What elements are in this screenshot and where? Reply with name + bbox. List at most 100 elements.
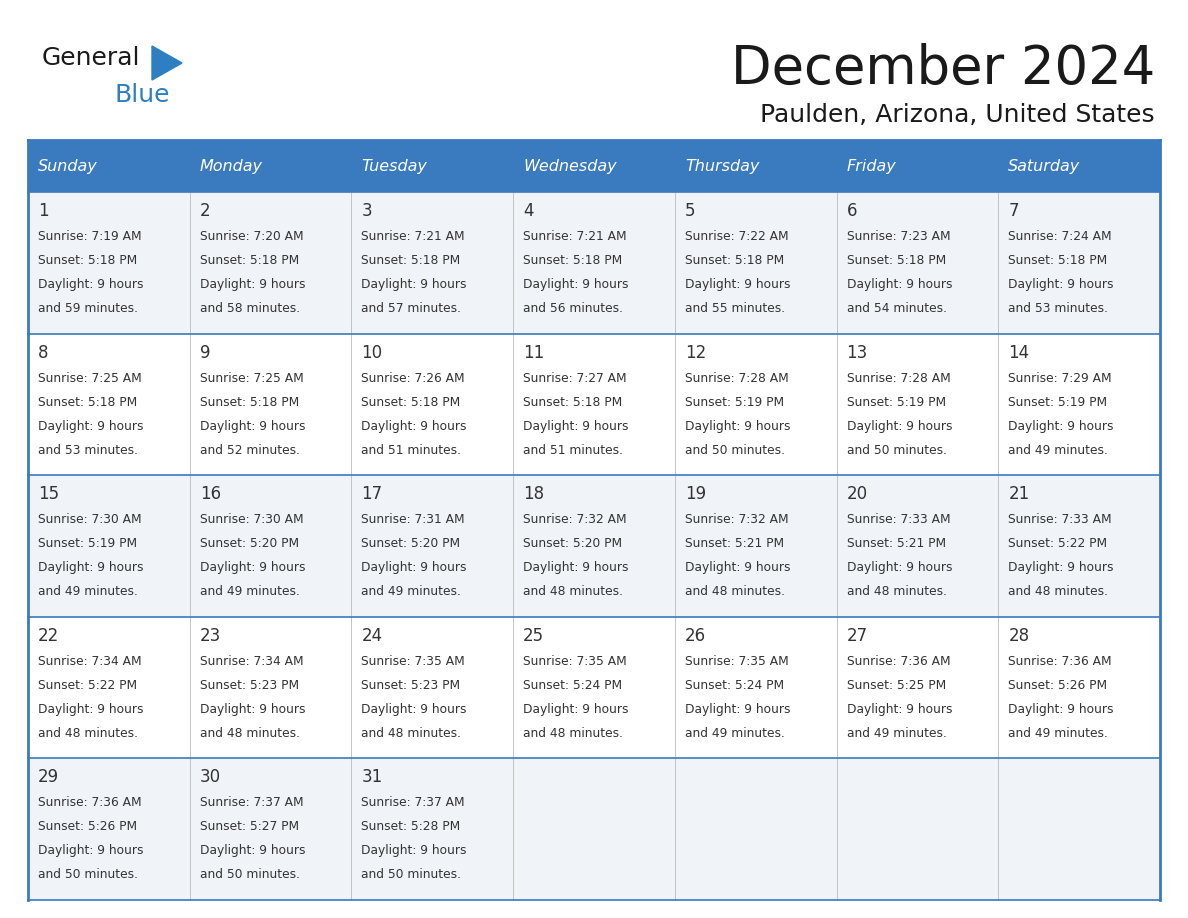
Bar [29,758,1159,900]
Text: 12: 12 [684,343,706,362]
Bar [29,617,1159,758]
Text: 14: 14 [1009,343,1030,362]
Text: Sunrise: 7:33 AM: Sunrise: 7:33 AM [1009,513,1112,526]
Text: Daylight: 9 hours: Daylight: 9 hours [361,845,467,857]
Text: Monday: Monday [200,159,263,174]
Text: and 48 minutes.: and 48 minutes. [200,727,299,740]
Text: 29: 29 [38,768,59,787]
Text: Daylight: 9 hours: Daylight: 9 hours [684,703,790,716]
Text: and 50 minutes.: and 50 minutes. [847,443,947,456]
Text: Daylight: 9 hours: Daylight: 9 hours [1009,561,1114,574]
Text: Paulden, Arizona, United States: Paulden, Arizona, United States [760,103,1155,127]
Text: 13: 13 [847,343,867,362]
Text: Sunset: 5:20 PM: Sunset: 5:20 PM [200,537,299,550]
Text: Daylight: 9 hours: Daylight: 9 hours [361,278,467,291]
Text: 4: 4 [523,202,533,220]
Text: 3: 3 [361,202,372,220]
Text: 9: 9 [200,343,210,362]
Text: Daylight: 9 hours: Daylight: 9 hours [523,561,628,574]
Text: Daylight: 9 hours: Daylight: 9 hours [847,703,952,716]
Text: Sunset: 5:18 PM: Sunset: 5:18 PM [523,254,623,267]
Text: 17: 17 [361,486,383,503]
Text: and 49 minutes.: and 49 minutes. [1009,727,1108,740]
Text: Sunset: 5:19 PM: Sunset: 5:19 PM [1009,396,1107,409]
Text: 20: 20 [847,486,867,503]
Text: 10: 10 [361,343,383,362]
Text: and 49 minutes.: and 49 minutes. [361,585,461,599]
Text: Wednesday: Wednesday [523,159,617,174]
Text: 18: 18 [523,486,544,503]
Text: and 51 minutes.: and 51 minutes. [523,443,624,456]
Text: Sunrise: 7:25 AM: Sunrise: 7:25 AM [200,372,303,385]
Text: 2: 2 [200,202,210,220]
Text: 1: 1 [38,202,49,220]
Text: Daylight: 9 hours: Daylight: 9 hours [523,278,628,291]
Text: Sunrise: 7:25 AM: Sunrise: 7:25 AM [38,372,141,385]
Text: Sunset: 5:22 PM: Sunset: 5:22 PM [1009,537,1107,550]
Text: Daylight: 9 hours: Daylight: 9 hours [684,561,790,574]
Text: Thursday: Thursday [684,159,759,174]
Text: Daylight: 9 hours: Daylight: 9 hours [1009,278,1114,291]
Text: Daylight: 9 hours: Daylight: 9 hours [1009,703,1114,716]
Text: and 49 minutes.: and 49 minutes. [1009,443,1108,456]
Text: and 50 minutes.: and 50 minutes. [200,868,299,881]
Text: and 50 minutes.: and 50 minutes. [361,868,461,881]
Text: Sunset: 5:26 PM: Sunset: 5:26 PM [38,821,137,834]
Text: Daylight: 9 hours: Daylight: 9 hours [1009,420,1114,432]
Text: Sunset: 5:18 PM: Sunset: 5:18 PM [38,254,138,267]
Bar [29,333,1159,476]
Text: Daylight: 9 hours: Daylight: 9 hours [200,278,305,291]
Text: Sunrise: 7:32 AM: Sunrise: 7:32 AM [684,513,789,526]
Text: Sunrise: 7:37 AM: Sunrise: 7:37 AM [361,797,465,810]
Text: Sunrise: 7:34 AM: Sunrise: 7:34 AM [200,655,303,667]
Text: Sunrise: 7:36 AM: Sunrise: 7:36 AM [847,655,950,667]
Text: Daylight: 9 hours: Daylight: 9 hours [38,845,144,857]
Text: Sunset: 5:22 PM: Sunset: 5:22 PM [38,678,137,692]
Text: and 53 minutes.: and 53 minutes. [38,443,138,456]
Text: Daylight: 9 hours: Daylight: 9 hours [38,420,144,432]
Bar [29,140,1159,192]
Text: and 49 minutes.: and 49 minutes. [847,727,947,740]
Text: Sunrise: 7:35 AM: Sunrise: 7:35 AM [361,655,466,667]
Text: 11: 11 [523,343,544,362]
Text: Sunset: 5:18 PM: Sunset: 5:18 PM [200,254,299,267]
Text: Daylight: 9 hours: Daylight: 9 hours [38,278,144,291]
Text: Sunrise: 7:30 AM: Sunrise: 7:30 AM [200,513,303,526]
Text: 26: 26 [684,627,706,644]
Text: Sunrise: 7:35 AM: Sunrise: 7:35 AM [684,655,789,667]
Text: Sunset: 5:21 PM: Sunset: 5:21 PM [684,537,784,550]
Text: Daylight: 9 hours: Daylight: 9 hours [523,703,628,716]
Text: Daylight: 9 hours: Daylight: 9 hours [684,278,790,291]
Text: Daylight: 9 hours: Daylight: 9 hours [847,561,952,574]
Text: and 49 minutes.: and 49 minutes. [38,585,138,599]
Text: Sunset: 5:23 PM: Sunset: 5:23 PM [361,678,461,692]
Text: Sunrise: 7:36 AM: Sunrise: 7:36 AM [38,797,141,810]
Text: Sunset: 5:18 PM: Sunset: 5:18 PM [523,396,623,409]
Bar [29,476,1159,617]
Text: Sunset: 5:25 PM: Sunset: 5:25 PM [847,678,946,692]
Text: Daylight: 9 hours: Daylight: 9 hours [38,703,144,716]
Text: Sunrise: 7:32 AM: Sunrise: 7:32 AM [523,513,627,526]
Text: and 59 minutes.: and 59 minutes. [38,302,138,315]
Text: Sunset: 5:24 PM: Sunset: 5:24 PM [684,678,784,692]
Text: 15: 15 [38,486,59,503]
Text: December 2024: December 2024 [731,43,1155,95]
Text: Sunrise: 7:24 AM: Sunrise: 7:24 AM [1009,230,1112,243]
Text: 8: 8 [38,343,49,362]
Text: and 48 minutes.: and 48 minutes. [523,585,624,599]
Text: 25: 25 [523,627,544,644]
Text: Daylight: 9 hours: Daylight: 9 hours [361,703,467,716]
Text: Sunrise: 7:28 AM: Sunrise: 7:28 AM [847,372,950,385]
Text: and 53 minutes.: and 53 minutes. [1009,302,1108,315]
Text: and 55 minutes.: and 55 minutes. [684,302,785,315]
Text: Blue: Blue [115,83,171,107]
Text: 5: 5 [684,202,695,220]
Polygon shape [152,46,182,80]
Text: 21: 21 [1009,486,1030,503]
Text: and 54 minutes.: and 54 minutes. [847,302,947,315]
Text: Sunrise: 7:27 AM: Sunrise: 7:27 AM [523,372,627,385]
Text: Sunset: 5:19 PM: Sunset: 5:19 PM [684,396,784,409]
Text: and 48 minutes.: and 48 minutes. [1009,585,1108,599]
Text: and 48 minutes.: and 48 minutes. [38,727,138,740]
Text: General: General [42,46,140,70]
